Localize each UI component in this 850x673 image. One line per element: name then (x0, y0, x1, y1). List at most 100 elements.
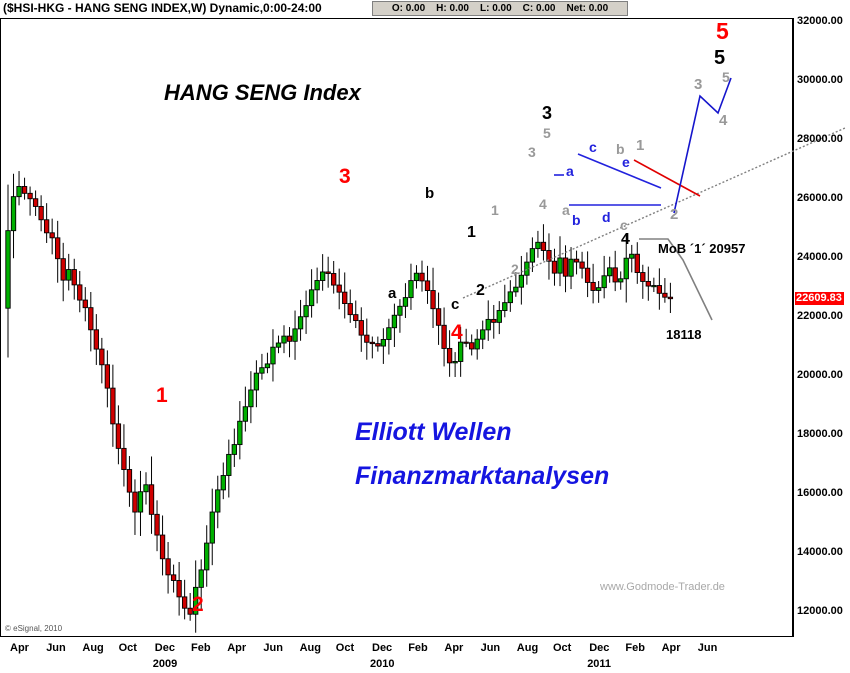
candle-body-down (435, 308, 442, 326)
candle-body-up (297, 316, 304, 330)
ohlc-field-h: H: 0.00 (436, 3, 469, 14)
candle-body-down (187, 607, 193, 615)
wave-label-black-1: 1 (467, 224, 476, 241)
copyright-notice: © eSignal, 2010 (5, 624, 63, 633)
wave-label-gray-a: a (562, 202, 570, 218)
candle-body-up (220, 475, 226, 491)
candle-body-up (502, 302, 508, 311)
time-tick-label: Dec (589, 642, 610, 654)
candle-body-down (71, 269, 77, 286)
candle-body-down (121, 447, 127, 470)
price-tick-label: 30000.00 (797, 74, 843, 87)
candle-body-down (38, 205, 44, 221)
candle-body-down (645, 280, 651, 287)
candlestick-series (5, 171, 674, 633)
last-price-tag: 22609.83 (795, 292, 844, 306)
wave-label-gray-3: 3 (694, 76, 703, 93)
candle-body-up (10, 196, 17, 232)
candle-body-up (651, 285, 657, 288)
candle-body-down (132, 491, 138, 513)
chart-title: HANG SENG Index (164, 80, 361, 105)
candle-body-down (562, 257, 569, 277)
candle-body-up (518, 274, 525, 288)
candle-body-down (104, 364, 111, 389)
price-tick-label: 18000.00 (797, 427, 843, 440)
price-tick-label: 22000.00 (797, 310, 843, 323)
candle-body-up (513, 286, 519, 293)
candle-body-up (568, 258, 574, 277)
price-tick-label: 32000.00 (797, 15, 843, 28)
candle-body-down (159, 534, 166, 560)
candle-body-up (397, 305, 403, 316)
time-tick-label: Apr (444, 642, 464, 654)
ohlc-label: H: (436, 3, 450, 14)
wave-label-gray-2: 2 (511, 261, 519, 277)
candle-body-down (353, 314, 359, 322)
annotation-lines (462, 77, 846, 321)
candle-body-up (629, 253, 635, 259)
candle-body-up (143, 484, 149, 493)
wave-label-red-1: 1 (156, 384, 168, 407)
wave-label-black-c: c (451, 296, 460, 313)
mob-leader-line (639, 238, 713, 321)
wave-label-black-4: 4 (621, 231, 630, 248)
candle-body-up (618, 278, 624, 283)
price-tick-label: 24000.00 (797, 251, 843, 264)
price-axis-line (793, 18, 794, 636)
candle-body-up (535, 241, 541, 250)
candle-body-up (242, 406, 249, 422)
triangle-upper-line (577, 153, 662, 189)
candle-body-down (148, 484, 155, 515)
wave-label-gray-4: 4 (719, 112, 728, 129)
wave-label-gray-b: b (616, 141, 625, 157)
candle-body-down (358, 320, 364, 336)
ohlc-label: L: (479, 3, 493, 14)
wave-label-red-4: 4 (451, 321, 463, 344)
candle-body-up (607, 267, 613, 277)
candle-body-up (204, 542, 210, 571)
price-scale[interactable]: 32000.00 30000.00 28000.00 26000.00 24000.00… (795, 0, 850, 673)
candle-body-down (165, 558, 171, 576)
wave-label-gray-1: 1 (636, 137, 645, 154)
candle-body-down (342, 291, 348, 305)
candle-body-up (16, 186, 22, 198)
candle-body-down (579, 261, 585, 269)
symbol-title: ($HSI-HKG - HANG SENG INDEX,W) Dynamic,0… (3, 1, 322, 15)
candle-body-up (457, 341, 464, 362)
price-tick-label: 12000.00 (797, 604, 843, 617)
candle-body-down (463, 341, 469, 344)
candle-body-up (595, 287, 602, 291)
candle-body-up (496, 310, 502, 323)
time-tick-label: Aug (516, 642, 539, 654)
wave-label-blue-a: a (566, 163, 574, 179)
candle-body-down (590, 281, 596, 291)
candle-body-up (386, 327, 392, 340)
wave-label-gray-c: c (620, 217, 628, 233)
wave-projection-path (673, 77, 732, 214)
site-watermark: www.Godmode-Trader.de (600, 581, 725, 593)
candle-body-down (364, 334, 370, 343)
candle-body-down (32, 198, 39, 207)
candle-body-down (170, 574, 177, 581)
candle-body-up (137, 491, 144, 513)
candle-body-up (198, 569, 204, 588)
candle-body-down (662, 292, 668, 298)
wave-label-blue-b: b (572, 212, 581, 228)
candle-body-up (264, 363, 271, 369)
time-tick-label: Feb (191, 642, 211, 654)
candle-body-down (93, 329, 99, 350)
ohlc-field-c: C: 0.00 (523, 3, 556, 14)
price-tick-label: 26000.00 (797, 192, 843, 205)
wave-label-gray-5: 5 (543, 125, 551, 141)
candle-body-down (154, 513, 160, 536)
wave-label-blue-c: c (589, 139, 597, 155)
candle-body-down (21, 186, 28, 194)
candle-body-up (231, 444, 237, 455)
candle-body-up (270, 346, 276, 365)
ohlc-value: 0.00 (588, 3, 609, 14)
time-tick-label: Apr (227, 642, 247, 654)
candle-body-up (303, 305, 309, 318)
wave-label-black-2: 2 (476, 282, 485, 299)
candle-body-down (82, 299, 88, 309)
